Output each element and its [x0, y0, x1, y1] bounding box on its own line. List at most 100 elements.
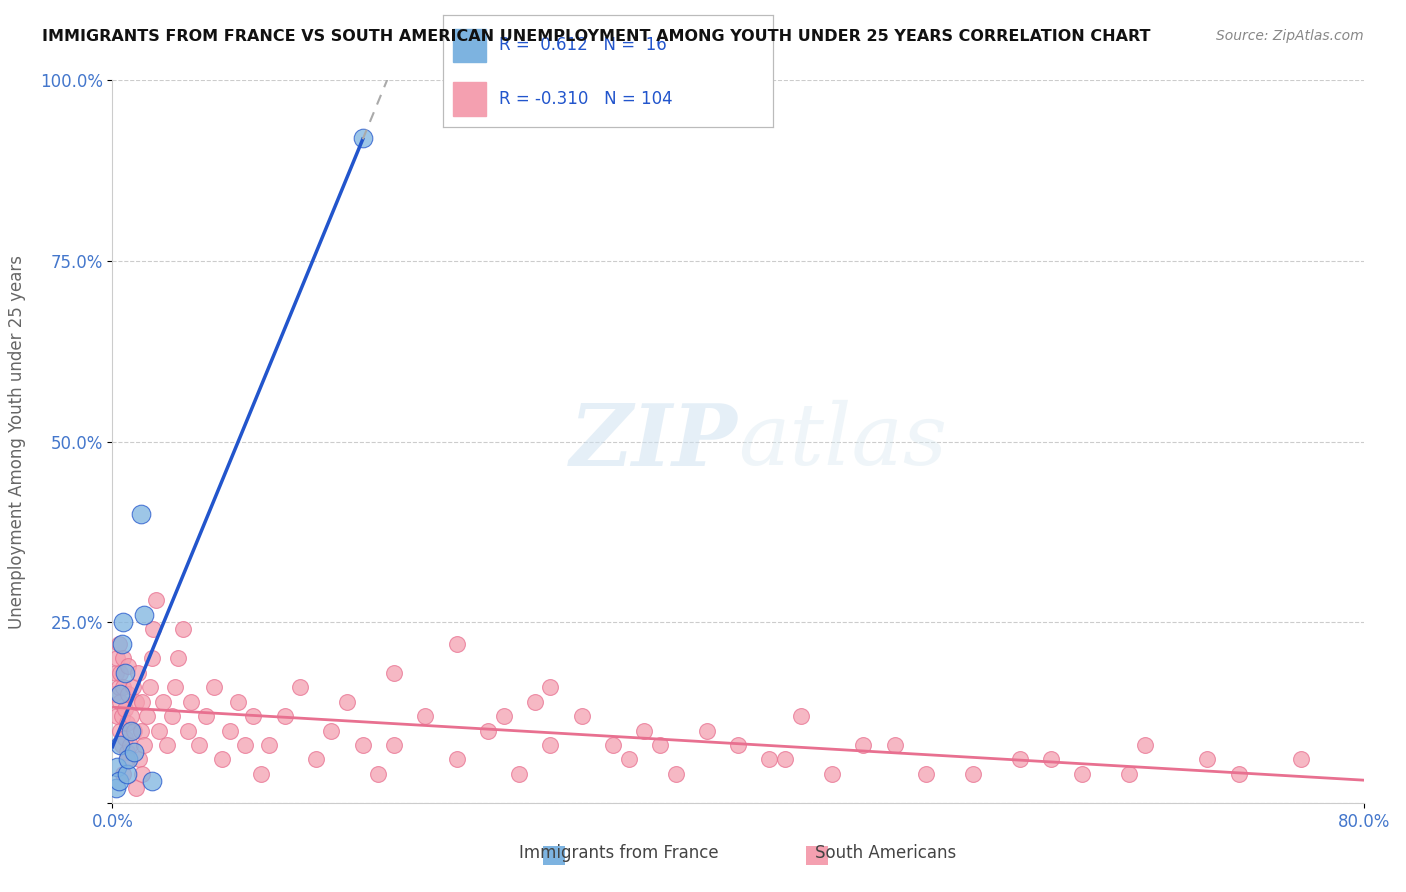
Point	[105, 651, 128, 665]
Point	[105, 709, 128, 723]
Point	[120, 709, 142, 723]
Point	[176, 723, 198, 738]
Point	[352, 131, 374, 145]
Point	[446, 752, 468, 766]
Point	[111, 738, 134, 752]
Point	[124, 723, 146, 738]
Point	[1008, 752, 1031, 766]
Text: IMMIGRANTS FROM FRANCE VS SOUTH AMERICAN UNEMPLOYMENT AMONG YOUTH UNDER 25 YEARS: IMMIGRANTS FROM FRANCE VS SOUTH AMERICAN…	[42, 29, 1150, 44]
Point	[821, 767, 844, 781]
Point	[128, 752, 150, 766]
Point	[139, 680, 162, 694]
Point	[129, 723, 152, 738]
Bar	[453, 29, 486, 62]
Point	[1227, 767, 1250, 781]
Point	[142, 623, 165, 637]
Text: South Americans: South Americans	[815, 844, 956, 862]
Point	[273, 709, 295, 723]
Point	[107, 680, 129, 694]
Point	[352, 738, 374, 752]
Text: R =  0.612   N =  16: R = 0.612 N = 16	[499, 37, 666, 54]
Point	[107, 774, 129, 789]
Point	[160, 709, 183, 723]
Point	[1133, 738, 1156, 752]
Point	[115, 752, 138, 766]
Point	[121, 680, 143, 694]
Point	[758, 752, 780, 766]
Point	[167, 651, 190, 665]
Point	[571, 709, 593, 723]
Text: Source: ZipAtlas.com: Source: ZipAtlas.com	[1216, 29, 1364, 43]
Point	[105, 760, 128, 774]
Point	[773, 752, 796, 766]
Point	[125, 695, 148, 709]
Point	[883, 738, 905, 752]
Point	[1197, 752, 1219, 766]
Point	[492, 709, 515, 723]
Point	[617, 752, 640, 766]
Point	[382, 665, 405, 680]
Point	[250, 767, 273, 781]
Text: atlas: atlas	[738, 401, 948, 483]
Point	[211, 752, 233, 766]
Point	[257, 738, 280, 752]
Point	[115, 716, 138, 731]
Point	[523, 695, 546, 709]
Point	[727, 738, 749, 752]
Point	[962, 767, 984, 781]
Point	[648, 738, 671, 752]
Point	[915, 767, 938, 781]
Point	[540, 738, 562, 752]
Point	[602, 738, 624, 752]
Point	[110, 665, 132, 680]
Point	[163, 680, 186, 694]
Point	[1039, 752, 1063, 766]
Point	[117, 658, 139, 673]
Point	[242, 709, 264, 723]
Point	[132, 738, 155, 752]
Point	[112, 767, 135, 781]
Point	[172, 623, 194, 637]
Point	[477, 723, 499, 738]
Point	[117, 752, 139, 766]
Point	[104, 781, 127, 796]
Point	[156, 738, 179, 752]
Point	[125, 781, 148, 796]
Point	[112, 680, 135, 694]
Point	[696, 723, 718, 738]
Point	[226, 695, 249, 709]
Point	[107, 637, 129, 651]
Point	[1118, 767, 1140, 781]
Point	[664, 767, 686, 781]
Point	[131, 695, 153, 709]
Point	[111, 709, 134, 723]
Point	[321, 723, 343, 738]
Bar	[453, 82, 486, 116]
Point	[114, 702, 136, 716]
Point	[114, 731, 136, 745]
Point	[382, 738, 405, 752]
Point	[112, 615, 135, 630]
Point	[180, 695, 202, 709]
Point	[367, 767, 389, 781]
Point	[218, 723, 240, 738]
Point	[446, 637, 468, 651]
Point	[132, 607, 155, 622]
Point	[540, 680, 562, 694]
Point	[118, 738, 141, 752]
Point	[336, 695, 359, 709]
Point	[1291, 752, 1313, 766]
Point	[104, 665, 127, 680]
Point	[127, 665, 149, 680]
Point	[124, 745, 146, 759]
Point	[633, 723, 655, 738]
Text: Immigrants from France: Immigrants from France	[519, 844, 718, 862]
Point	[129, 507, 152, 521]
Point	[112, 651, 135, 665]
Point	[103, 687, 125, 701]
Point	[114, 665, 136, 680]
Point	[152, 695, 174, 709]
Point	[141, 651, 163, 665]
Point	[508, 767, 530, 781]
Point	[852, 738, 875, 752]
